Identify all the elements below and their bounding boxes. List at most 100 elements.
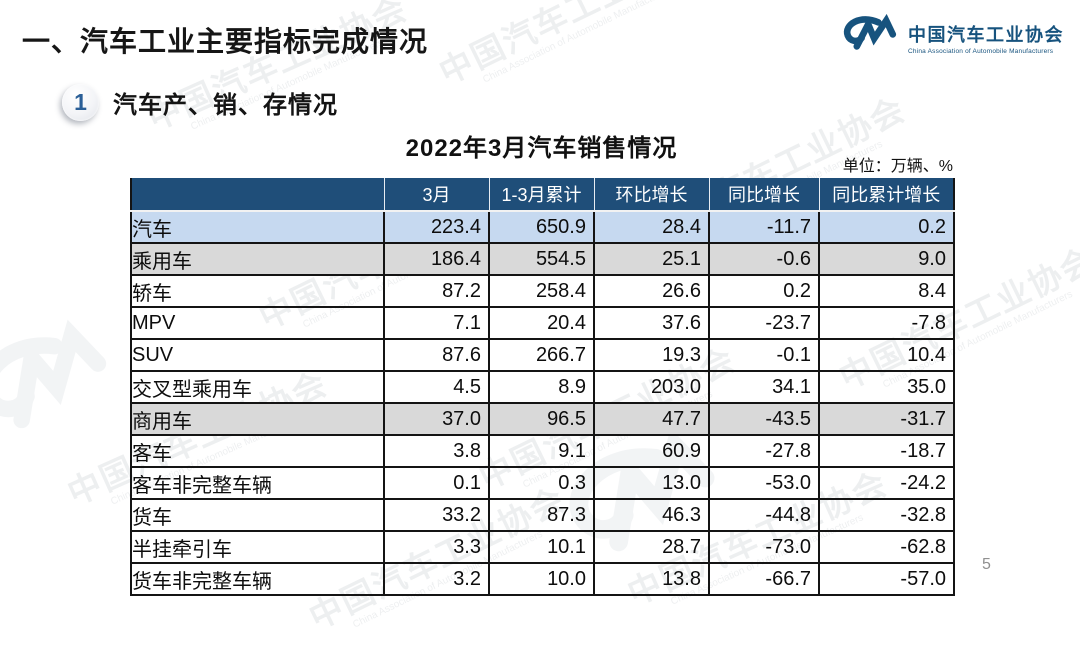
- value-cell: 8.4: [818, 275, 954, 308]
- value-cell: -73.0: [708, 531, 819, 564]
- value-cell: 650.9: [488, 211, 594, 244]
- logo-name-en: China Association of Automobile Manufact…: [908, 47, 1054, 55]
- value-cell: 3.3: [383, 531, 489, 564]
- table-row: 汽车 223.4 650.9 28.4 -11.7 0.2: [131, 211, 954, 244]
- logo-name-cn: 中国汽车工业协会: [908, 24, 1064, 45]
- row-label: 乘用车: [131, 243, 384, 276]
- table-body: 汽车 223.4 650.9 28.4 -11.7 0.2 乘用车 186.4 554.5 25.…: [131, 211, 954, 596]
- table-title: 2022年3月汽车销售情况: [405, 135, 678, 162]
- value-cell: 96.5: [488, 403, 594, 436]
- table-row: 客车非完整车辆 0.1 0.3 13.0 -53.0 -24.2: [131, 467, 954, 500]
- column-header: 环比增长: [593, 178, 709, 212]
- table-row: 商用车 37.0 96.5 47.7 -43.5 -31.7: [131, 403, 954, 436]
- value-cell: 26.6: [593, 275, 709, 308]
- value-cell: -31.7: [818, 403, 954, 436]
- value-cell: 47.7: [593, 403, 709, 436]
- value-cell: 8.9: [488, 371, 594, 404]
- caam-logo-icon: [840, 13, 900, 61]
- value-cell: 3.2: [383, 563, 489, 596]
- value-cell: 60.9: [593, 435, 709, 468]
- table-row: 轿车 87.2 258.4 26.6 0.2 8.4: [131, 275, 954, 308]
- value-cell: 28.7: [593, 531, 709, 564]
- value-cell: 87.2: [383, 275, 489, 308]
- value-cell: -57.0: [818, 563, 954, 596]
- value-cell: 0.3: [488, 467, 594, 500]
- value-cell: 9.1: [488, 435, 594, 468]
- value-cell: -44.8: [708, 499, 819, 532]
- value-cell: 186.4: [383, 243, 489, 276]
- column-header: [131, 178, 384, 212]
- value-cell: 87.6: [383, 339, 489, 372]
- row-label: 汽车: [131, 211, 384, 244]
- value-cell: 10.4: [818, 339, 954, 372]
- slide-title: 一、汽车工业主要指标完成情况: [22, 26, 429, 57]
- value-cell: 10.1: [488, 531, 594, 564]
- value-cell: 0.2: [708, 275, 819, 308]
- unit-note: 单位：万辆、%: [842, 158, 953, 175]
- row-label: 货车: [131, 499, 384, 532]
- row-label: 货车非完整车辆: [131, 563, 384, 596]
- table-row: SUV 87.6 266.7 19.3 -0.1 10.4: [131, 339, 954, 372]
- value-cell: -62.8: [818, 531, 954, 564]
- value-cell: -0.1: [708, 339, 819, 372]
- value-cell: 25.1: [593, 243, 709, 276]
- value-cell: 87.3: [488, 499, 594, 532]
- column-header: 同比增长: [708, 178, 819, 212]
- value-cell: -43.5: [708, 403, 819, 436]
- row-label: SUV: [131, 339, 384, 372]
- value-cell: 258.4: [488, 275, 594, 308]
- section-title: 汽车产、销、存情况: [113, 92, 338, 119]
- row-label: 客车: [131, 435, 384, 468]
- row-label: 轿车: [131, 275, 384, 308]
- caam-logo-text: 中国汽车工业协会 China Association of Automobile…: [908, 21, 1064, 55]
- section-header: 1 汽车产、销、存情况: [62, 84, 338, 121]
- column-header: 1-3月累计: [488, 178, 594, 212]
- value-cell: -7.8: [818, 307, 954, 340]
- value-cell: 34.1: [708, 371, 819, 404]
- value-cell: -0.6: [708, 243, 819, 276]
- value-cell: -11.7: [708, 211, 819, 244]
- table-row: 货车非完整车辆 3.2 10.0 13.8 -66.7 -57.0: [131, 563, 954, 596]
- value-cell: -23.7: [708, 307, 819, 340]
- table-row: 货车 33.2 87.3 46.3 -44.8 -32.8: [131, 499, 954, 532]
- sales-table: 3月 1-3月累计 环比增长 同比增长 同比累计增长 汽车 223.4 650.9 28.4-…: [130, 178, 955, 596]
- table-header-row: 3月 1-3月累计 环比增长 同比增长 同比累计增长: [131, 178, 954, 212]
- value-cell: 13.8: [593, 563, 709, 596]
- value-cell: -66.7: [708, 563, 819, 596]
- value-cell: 10.0: [488, 563, 594, 596]
- value-cell: 554.5: [488, 243, 594, 276]
- row-label: MPV: [131, 307, 384, 340]
- row-label: 交叉型乘用车: [131, 371, 384, 404]
- value-cell: -18.7: [818, 435, 954, 468]
- value-cell: 19.3: [593, 339, 709, 372]
- value-cell: 0.2: [818, 211, 954, 244]
- table-row: 乘用车 186.4 554.5 25.1 -0.6 9.0: [131, 243, 954, 276]
- value-cell: 3.8: [383, 435, 489, 468]
- value-cell: 7.1: [383, 307, 489, 340]
- value-cell: 223.4: [383, 211, 489, 244]
- value-cell: 28.4: [593, 211, 709, 244]
- value-cell: 266.7: [488, 339, 594, 372]
- value-cell: 35.0: [818, 371, 954, 404]
- value-cell: 20.4: [488, 307, 594, 340]
- column-header: 同比累计增长: [818, 178, 954, 212]
- value-cell: 4.5: [383, 371, 489, 404]
- value-cell: 37.0: [383, 403, 489, 436]
- value-cell: 33.2: [383, 499, 489, 532]
- section-number-badge: 1: [62, 84, 99, 121]
- page-number: 5: [982, 556, 991, 573]
- table-row: MPV 7.1 20.4 37.6 -23.7 -7.8: [131, 307, 954, 340]
- value-cell: 37.6: [593, 307, 709, 340]
- row-label: 商用车: [131, 403, 384, 436]
- row-label: 客车非完整车辆: [131, 467, 384, 500]
- value-cell: 9.0: [818, 243, 954, 276]
- value-cell: -53.0: [708, 467, 819, 500]
- value-cell: 203.0: [593, 371, 709, 404]
- caam-logo: 中国汽车工业协会 China Association of Automobile…: [840, 13, 1064, 61]
- value-cell: 13.0: [593, 467, 709, 500]
- value-cell: -27.8: [708, 435, 819, 468]
- table-row: 客车 3.8 9.1 60.9 -27.8 -18.7: [131, 435, 954, 468]
- value-cell: -24.2: [818, 467, 954, 500]
- value-cell: 46.3: [593, 499, 709, 532]
- value-cell: 0.1: [383, 467, 489, 500]
